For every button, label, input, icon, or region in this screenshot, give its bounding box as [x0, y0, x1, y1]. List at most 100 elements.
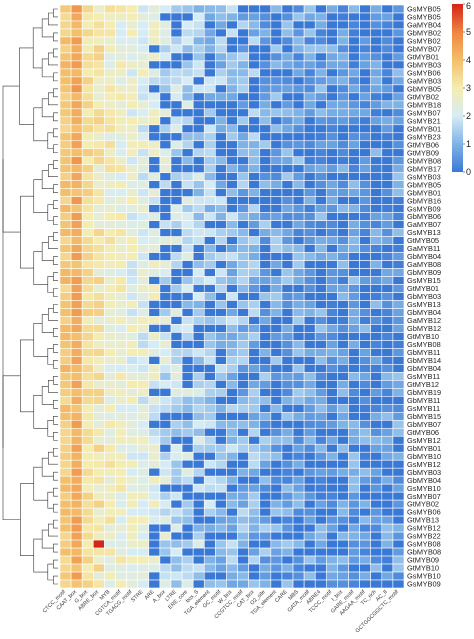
heatmap-cell: [359, 268, 372, 277]
heatmap-cell: [148, 196, 161, 205]
heatmap-cell: [59, 132, 72, 142]
heatmap-cell: [392, 411, 405, 421]
heatmap-cell: [215, 579, 227, 589]
heatmap-cell: [126, 547, 138, 557]
heatmap-cell: [59, 332, 72, 341]
heatmap-cell: [170, 316, 183, 325]
heatmap-cell: [248, 52, 261, 62]
heatmap-cell: [181, 76, 194, 86]
heatmap-cell: [148, 483, 161, 493]
heatmap-cell: [70, 4, 83, 14]
heatmap-cell: [192, 20, 205, 30]
heatmap-cell: [226, 212, 238, 221]
heatmap-cell: [126, 427, 138, 437]
heatmap-cell: [248, 108, 261, 118]
heatmap-cell: [170, 196, 183, 205]
heatmap-cell: [348, 427, 360, 437]
heatmap-cell: [248, 116, 261, 126]
heatmap-cell: [292, 84, 305, 94]
row-label: GbMYB04: [407, 308, 441, 317]
heatmap-cell: [115, 356, 127, 365]
heatmap-cell: [270, 36, 283, 46]
heatmap-cell: [359, 491, 372, 501]
heatmap-cell: [337, 316, 349, 325]
heatmap-cell: [381, 156, 394, 166]
heatmap-cell: [70, 515, 83, 525]
heatmap-cell: [126, 180, 138, 189]
heatmap-cell: [381, 108, 394, 118]
heatmap-cell: [159, 324, 172, 333]
heatmap-cell: [192, 555, 205, 565]
row-label: GtMYB10: [407, 332, 439, 341]
heatmap-cell: [159, 531, 172, 541]
heatmap-cell: [104, 108, 116, 118]
heatmap-cell: [259, 308, 272, 317]
heatmap-cell: [181, 348, 194, 357]
heatmap-cell: [192, 380, 205, 389]
heatmap-cell: [81, 547, 94, 557]
column-label: CARE: [274, 589, 289, 604]
heatmap-cell: [126, 507, 138, 517]
heatmap-cell: [115, 427, 127, 437]
heatmap-cell: [392, 212, 405, 221]
dendrogram-branch: [53, 559, 58, 569]
heatmap-cell: [148, 220, 161, 229]
heatmap-cell: [314, 419, 327, 429]
heatmap-cell: [337, 531, 349, 541]
heatmap-cell: [126, 100, 138, 110]
dendrogram-branch: [53, 8, 58, 18]
heatmap-cell: [148, 340, 161, 349]
heatmap-cell: [181, 332, 194, 341]
heatmap-cell: [259, 20, 272, 30]
heatmap-cell: [281, 108, 294, 118]
heatmap-cell: [159, 212, 172, 221]
heatmap-cell: [314, 292, 327, 301]
heatmap-cell: [348, 443, 360, 453]
heatmap-cell: [248, 364, 261, 373]
heatmap-cell: [303, 188, 316, 197]
heatmap-cell: [337, 196, 349, 205]
heatmap-cell: [337, 220, 349, 229]
heatmap-cell: [292, 364, 305, 373]
heatmap-cell: [348, 515, 360, 525]
heatmap-cell: [381, 380, 394, 389]
heatmap-cell: [81, 116, 94, 126]
heatmap-cell: [203, 164, 216, 174]
heatmap-cell: [92, 451, 105, 461]
heatmap-cell: [181, 100, 194, 110]
heatmap-cell: [237, 116, 249, 126]
heatmap-cell: [303, 100, 316, 110]
heatmap-cell: [159, 4, 172, 14]
heatmap-cell: [381, 164, 394, 174]
heatmap-cell: [259, 236, 272, 245]
heatmap-cell: [370, 44, 383, 54]
heatmap-cell: [137, 276, 150, 285]
heatmap-cell: [248, 228, 261, 237]
heatmap-cell: [92, 324, 105, 333]
heatmap-cell: [126, 579, 138, 589]
heatmap-cell: [314, 563, 327, 573]
heatmap-cell: [248, 483, 261, 493]
heatmap-cell: [281, 340, 294, 349]
heatmap-cell: [337, 475, 349, 485]
heatmap-cell: [270, 483, 283, 493]
heatmap-cell: [148, 555, 161, 565]
heatmap-cell: [314, 332, 327, 341]
heatmap-cell: [259, 435, 272, 445]
heatmap-cell: [303, 396, 316, 405]
dendrogram-branch: [53, 72, 58, 82]
heatmap-cell: [292, 284, 305, 293]
heatmap-cell: [104, 20, 116, 30]
heatmap-cell: [314, 284, 327, 293]
heatmap-cell: [70, 340, 83, 349]
heatmap-cell: [337, 244, 349, 253]
heatmap-cell: [259, 4, 272, 14]
heatmap-cell: [248, 547, 261, 557]
heatmap-cell: [326, 76, 338, 86]
heatmap-cell: [148, 388, 161, 397]
heatmap-cell: [392, 356, 405, 365]
heatmap-cell: [104, 244, 116, 253]
heatmap-cell: [203, 196, 216, 205]
heatmap-cell: [370, 212, 383, 221]
heatmap-cell: [203, 140, 216, 150]
